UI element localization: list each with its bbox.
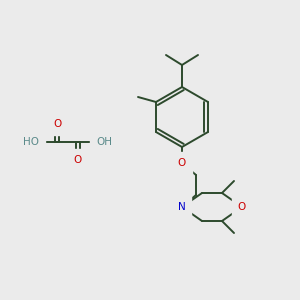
Text: O: O: [178, 158, 186, 168]
Text: O: O: [74, 155, 82, 165]
Text: O: O: [53, 119, 61, 129]
Text: O: O: [238, 202, 246, 212]
Text: HO: HO: [23, 137, 39, 147]
Text: OH: OH: [96, 137, 112, 147]
Text: N: N: [178, 202, 186, 212]
